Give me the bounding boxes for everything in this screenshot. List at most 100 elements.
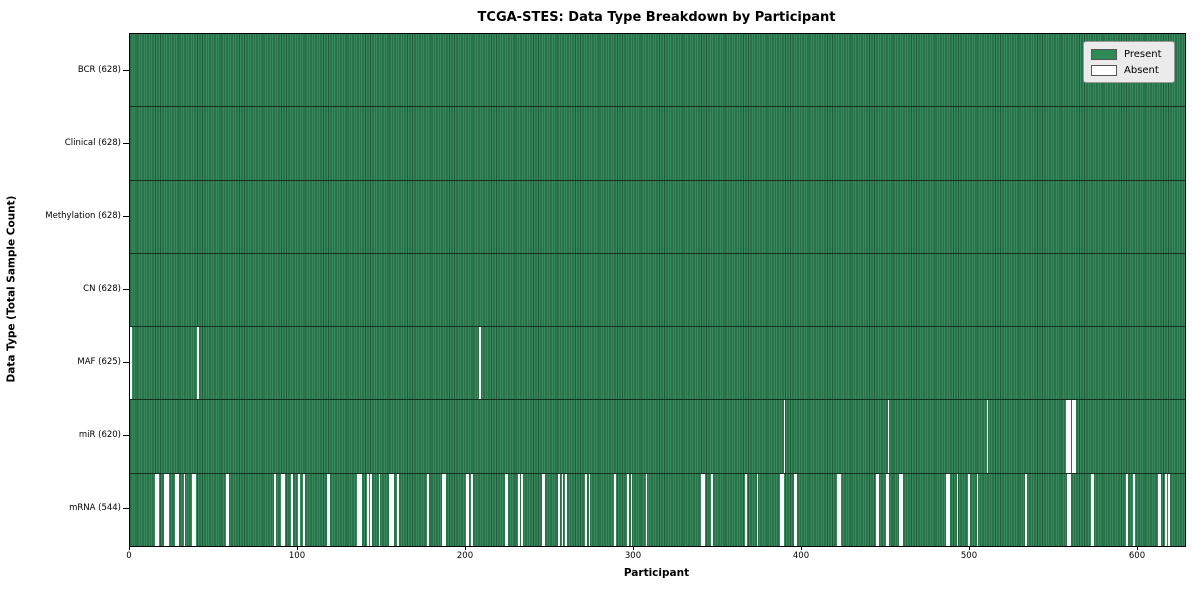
absent-stripe bbox=[328, 473, 330, 546]
absent-stripe bbox=[1069, 400, 1071, 473]
absent-stripe bbox=[558, 473, 561, 546]
absent-stripe bbox=[780, 473, 782, 546]
absent-stripe bbox=[358, 473, 361, 546]
absent-stripe bbox=[506, 473, 508, 546]
x-tick bbox=[297, 546, 298, 550]
x-tick bbox=[1137, 546, 1138, 550]
absent-stripe bbox=[1158, 473, 1160, 546]
absent-stripe bbox=[471, 473, 473, 546]
absent-stripe bbox=[875, 473, 878, 546]
x-tick-label: 100 bbox=[288, 551, 306, 561]
heatmap-row-Methylation bbox=[130, 179, 1185, 253]
absent-stripe bbox=[588, 473, 591, 546]
absent-stripe bbox=[518, 473, 520, 546]
absent-stripe bbox=[282, 473, 285, 546]
absent-stripe bbox=[565, 473, 567, 546]
absent-stripe bbox=[585, 473, 587, 546]
absent-stripe bbox=[885, 473, 888, 546]
absent-stripe bbox=[561, 473, 564, 546]
absent-stripe bbox=[366, 473, 369, 546]
absent-stripe bbox=[130, 327, 132, 400]
absent-stripe bbox=[1092, 473, 1095, 546]
y-tick bbox=[123, 289, 129, 290]
absent-stripe bbox=[781, 473, 784, 546]
y-tick bbox=[123, 142, 129, 144]
absent-stripe bbox=[1072, 400, 1075, 473]
absent-stripe bbox=[1067, 473, 1070, 546]
absent-stripe bbox=[326, 473, 329, 546]
x-tick-label: 400 bbox=[792, 551, 810, 561]
absent-stripe bbox=[711, 473, 713, 546]
heatmap-row-MAF bbox=[130, 326, 1185, 400]
x-tick-label: 200 bbox=[456, 551, 474, 561]
absent-stripe bbox=[163, 473, 166, 546]
heatmap-row-CN bbox=[130, 252, 1185, 327]
y-tick bbox=[123, 508, 129, 510]
absent-stripe bbox=[744, 473, 747, 546]
chart-title: TCGA-STES: Data Type Breakdown by Partic… bbox=[477, 10, 836, 25]
absent-stripe bbox=[397, 473, 399, 546]
x-tick-label: 500 bbox=[960, 551, 978, 561]
absent-stripe bbox=[378, 473, 381, 546]
heatmap-row-mRNA bbox=[130, 472, 1185, 546]
absent-stripe bbox=[192, 473, 194, 546]
absent-stripe bbox=[427, 473, 430, 546]
absent-stripe bbox=[465, 473, 468, 546]
absent-stripe bbox=[479, 327, 482, 400]
y-tick-label-BCR: BCR (628) bbox=[77, 64, 121, 75]
absent-stripe bbox=[887, 473, 890, 546]
absent-stripe bbox=[976, 473, 979, 546]
absent-stripe bbox=[370, 473, 372, 546]
absent-stripe bbox=[901, 473, 903, 546]
absent-stripe bbox=[627, 473, 629, 546]
absent-stripe bbox=[183, 473, 186, 546]
y-tick-label-Methylation: Methylation (628) bbox=[45, 210, 121, 221]
absent-stripe bbox=[613, 473, 616, 546]
absent-stripe bbox=[899, 473, 902, 546]
absent-stripe bbox=[193, 473, 196, 546]
legend-swatch-icon bbox=[1091, 64, 1117, 76]
absent-stripe bbox=[504, 473, 507, 546]
x-axis-label: Participant bbox=[623, 567, 690, 579]
absent-stripe bbox=[291, 473, 293, 546]
heatmap-row-Clinical bbox=[130, 106, 1185, 180]
absent-stripe bbox=[956, 473, 959, 546]
absent-stripe bbox=[165, 473, 167, 546]
absent-stripe bbox=[1065, 400, 1068, 473]
x-tick bbox=[465, 546, 466, 550]
absent-stripe bbox=[702, 473, 705, 546]
absent-stripe bbox=[795, 473, 797, 546]
absent-stripe bbox=[444, 473, 446, 546]
absent-stripe bbox=[442, 473, 445, 546]
absent-stripe bbox=[1067, 400, 1070, 473]
absent-stripe bbox=[1132, 473, 1135, 546]
absent-stripe bbox=[392, 473, 394, 546]
y-tick-label-miR: miR (620) bbox=[78, 430, 121, 441]
absent-stripe bbox=[225, 473, 228, 546]
absent-stripe bbox=[1025, 473, 1028, 546]
absent-stripe bbox=[877, 473, 880, 546]
absent-stripe bbox=[388, 473, 391, 546]
absent-stripe bbox=[197, 327, 199, 400]
heatmap-row-miR bbox=[130, 399, 1185, 473]
y-tick bbox=[123, 69, 129, 71]
absent-stripe bbox=[281, 473, 283, 546]
absent-stripe bbox=[175, 473, 178, 546]
legend-label: Present bbox=[1124, 48, 1162, 60]
absent-stripe bbox=[968, 473, 970, 546]
x-tick-label: 0 bbox=[126, 551, 132, 561]
absent-stripe bbox=[177, 473, 179, 546]
absent-stripe bbox=[1159, 473, 1162, 546]
absent-stripe bbox=[467, 473, 470, 546]
heatmap-row-BCR bbox=[130, 34, 1185, 107]
absent-stripe bbox=[227, 473, 230, 546]
absent-stripe bbox=[756, 473, 759, 546]
absent-stripe bbox=[390, 473, 393, 546]
legend: Present Absent bbox=[1083, 41, 1175, 83]
y-tick bbox=[123, 215, 129, 217]
absent-stripe bbox=[1069, 473, 1071, 546]
absent-stripe bbox=[783, 400, 786, 473]
x-tick bbox=[801, 546, 802, 550]
absent-stripe bbox=[793, 473, 796, 546]
